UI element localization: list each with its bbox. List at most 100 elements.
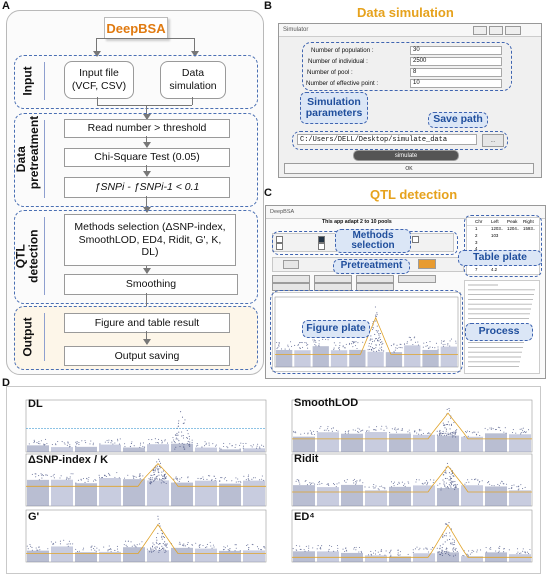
close-button[interactable]	[505, 26, 521, 35]
dl-plot-point	[205, 443, 207, 445]
toolbar-button-1[interactable]	[272, 275, 310, 283]
minimize-button[interactable]	[473, 26, 487, 35]
table-row[interactable]: 3	[467, 240, 539, 246]
figure-plate-manhattan-point	[414, 341, 417, 343]
method-checkbox-3[interactable]	[318, 236, 325, 243]
snp-index-plot-point	[219, 480, 221, 482]
toolbar-button-3[interactable]	[356, 275, 394, 283]
g-plot-point	[35, 547, 37, 549]
snp-index-plot-point	[132, 476, 135, 478]
snp-index-plot-point	[87, 480, 89, 483]
ed-plot-point	[522, 548, 524, 550]
ridit-plot-point	[455, 483, 457, 485]
snp-index-plot-point	[176, 478, 178, 480]
effective-point-input[interactable]: 10	[410, 79, 502, 88]
g-plot-point	[151, 545, 154, 547]
ed-plot-point	[329, 545, 331, 547]
ridit-plot-point	[398, 482, 400, 484]
browse-button[interactable]: ...	[482, 134, 504, 147]
snp-index-plot-peak-point	[156, 478, 158, 480]
g-plot-point	[36, 549, 38, 551]
smoothlod-plot-point	[381, 425, 383, 427]
maximize-button[interactable]	[489, 26, 503, 35]
population-input[interactable]: 30	[410, 46, 502, 55]
figure-plate-manhattan-point	[290, 341, 292, 343]
ridit-plot-peak-point	[446, 477, 448, 480]
figure-plate-manhattan-peak-point	[376, 325, 378, 327]
smoothlod-plot-point	[313, 430, 315, 432]
toolbar-button-2[interactable]	[314, 275, 352, 283]
g-plot-point	[199, 544, 201, 546]
ed-plot-point	[503, 551, 505, 553]
ridit-plot-point	[477, 479, 479, 481]
arrow-to-output-saving	[142, 331, 151, 345]
method-checkbox-7[interactable]	[412, 236, 419, 243]
ridit-plot-peak-point	[446, 462, 448, 464]
ridit-plot-point	[432, 482, 434, 484]
method-checkbox-2[interactable]	[276, 243, 283, 250]
process-callout: Process	[465, 323, 533, 341]
table-plate-outline	[464, 215, 542, 277]
ed-plot-point	[399, 554, 401, 556]
save-path-input[interactable]: C:/Users/DELL/Desktop/simulate_data	[297, 134, 477, 145]
table-row[interactable]: 2 103	[467, 233, 539, 239]
dl-plot-point	[112, 443, 114, 445]
snp-index-plot-peak-point	[153, 470, 155, 472]
ridit-plot-chrom-band	[485, 486, 507, 506]
simulate-button[interactable]: simulate	[353, 150, 459, 161]
smoothlod-plot-point	[420, 434, 422, 436]
data-simulation-heading: Data simulation	[357, 5, 454, 20]
arrow-title-to-input-right	[190, 38, 199, 57]
input-stage-divider	[44, 62, 45, 100]
snp-index-plot-point	[92, 480, 95, 482]
ridit-plot-peak-point	[455, 486, 457, 488]
figure-plate-manhattan-point	[375, 344, 377, 346]
ed-plot-point	[353, 548, 355, 550]
pretreatment-button-2[interactable]	[418, 259, 436, 269]
ok-button[interactable]: OK	[284, 163, 534, 174]
ridit-plot-point	[511, 485, 513, 487]
figure-plate-manhattan-point	[301, 342, 303, 344]
smoothlod-plot-point	[395, 431, 398, 433]
ed-plot-peak-point	[449, 532, 451, 534]
pretreatment-button-1[interactable]	[283, 260, 299, 269]
toolbar-button-4[interactable]	[398, 275, 436, 283]
table-row[interactable]: 4	[467, 246, 539, 252]
dl-plot-point	[78, 444, 80, 446]
dl-plot-point	[92, 444, 94, 446]
g-plot-point	[228, 550, 230, 552]
dl-plot-chrom-band	[219, 449, 241, 452]
table-row[interactable]: 7 4.2	[467, 267, 539, 273]
ridit-plot-peak-point	[450, 477, 452, 479]
method-checkbox-4[interactable]	[318, 243, 325, 250]
dl-plot-chrom-band	[147, 444, 169, 452]
ed-plot-point	[374, 553, 377, 555]
figure-plate-manhattan-point	[434, 347, 436, 349]
smoothlod-plot-peak-point	[454, 431, 456, 433]
dl-plot-point	[263, 445, 265, 447]
table-row[interactable]: 1 1203.. 1204.. 1593..	[467, 226, 539, 232]
ed-plot-peak-point	[442, 543, 444, 545]
g-plot-point	[31, 546, 33, 549]
figure-plate-manhattan-point	[352, 341, 355, 343]
method-checkbox-1[interactable]	[276, 236, 283, 243]
ed-plot-point	[367, 554, 370, 556]
output-stage-label: Output	[21, 317, 36, 357]
ridit-plot-point	[374, 487, 376, 489]
dl-plot-point	[208, 442, 210, 444]
ridit-plot-peak-point	[440, 489, 442, 491]
snp-index-plot-point	[235, 477, 237, 479]
snp-index-plot-point	[52, 475, 54, 477]
smoothlod-plot-point	[366, 430, 368, 432]
individual-input[interactable]: 2500	[410, 57, 502, 66]
ridit-plot-point	[465, 482, 467, 484]
ed-plot-point	[426, 548, 428, 550]
snp-index-plot-peak-point	[153, 468, 155, 471]
ridit-plot-point	[501, 481, 503, 483]
ed-plot-point	[337, 547, 339, 549]
g-plot-peak-point	[164, 551, 166, 554]
arrow-to-smoothing	[142, 266, 151, 274]
snp-index-plot-point	[165, 476, 167, 478]
pool-input[interactable]: 8	[410, 68, 502, 77]
snp-index-plot-point	[231, 480, 233, 482]
